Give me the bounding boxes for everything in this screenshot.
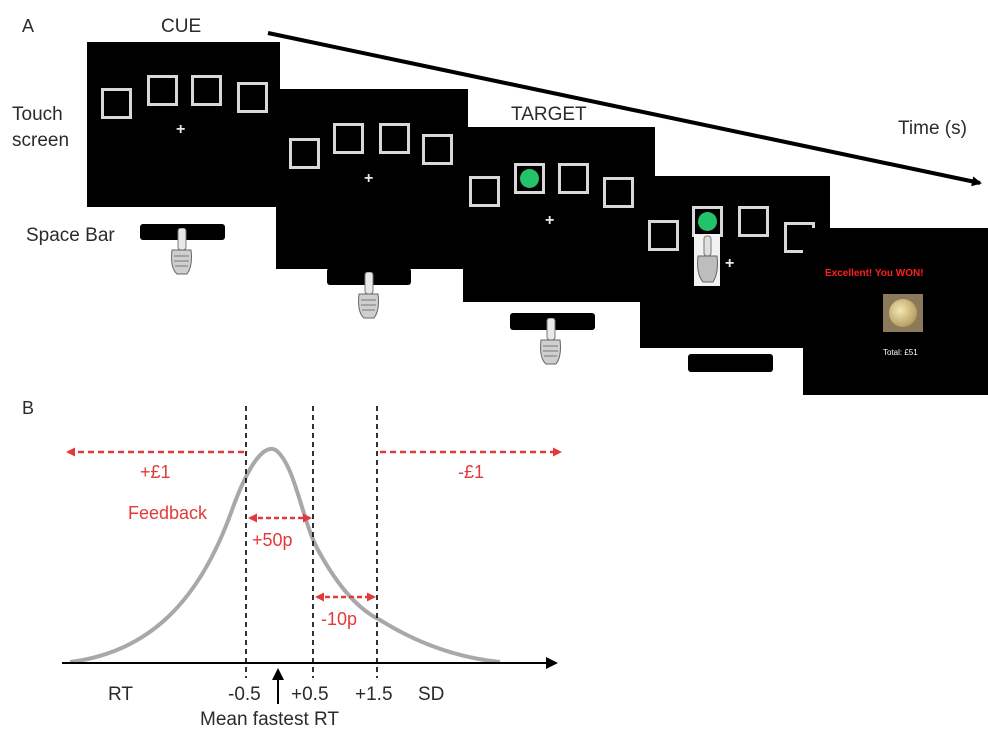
time-label: Time (s) bbox=[898, 118, 967, 139]
placeholder-box bbox=[469, 176, 500, 207]
placeholder-box bbox=[147, 75, 178, 106]
placeholder-box bbox=[289, 138, 320, 169]
fixation-cross: + bbox=[364, 170, 374, 187]
cue-screen: + bbox=[87, 42, 280, 207]
tick-plus-0-5: +0.5 bbox=[291, 684, 329, 705]
placeholder-box bbox=[191, 75, 222, 106]
reward-left-label: +£1 bbox=[140, 462, 171, 482]
placeholder-box bbox=[101, 88, 132, 119]
placeholder-box bbox=[422, 134, 453, 165]
rt-distribution-diagram bbox=[62, 406, 562, 704]
response-screen: + bbox=[640, 176, 830, 348]
target-label: TARGET bbox=[511, 104, 587, 125]
reward-10p-label: -10p bbox=[321, 609, 358, 629]
target-box bbox=[514, 163, 545, 194]
target-box bbox=[692, 206, 723, 237]
fixation-cross: + bbox=[176, 121, 186, 138]
feedback-screen: Excellent! You WON! Total: £51 bbox=[803, 228, 988, 395]
placeholder-box bbox=[379, 123, 410, 154]
interval-screen: + bbox=[276, 89, 468, 269]
x-label-sd: SD bbox=[418, 684, 445, 705]
hand-icon bbox=[540, 318, 561, 365]
panel-b-letter: B bbox=[22, 398, 35, 418]
placeholder-box bbox=[738, 206, 769, 237]
placeholder-box bbox=[648, 220, 679, 251]
rt-distribution-curve bbox=[69, 446, 501, 664]
reward-50p-label: +50p bbox=[252, 530, 293, 550]
fixation-cross: + bbox=[545, 212, 555, 229]
feedback-message: Excellent! You WON! bbox=[825, 268, 924, 279]
tick-plus-1-5: +1.5 bbox=[355, 684, 393, 705]
x-label-rt: RT bbox=[108, 684, 133, 705]
placeholder-box bbox=[603, 177, 634, 208]
target-circle bbox=[698, 212, 717, 231]
tick-minus-0-5: -0.5 bbox=[228, 684, 261, 705]
fixation-cross: + bbox=[725, 255, 735, 272]
space-bar-label: Space Bar bbox=[26, 225, 115, 246]
mean-fastest-rt-label: Mean fastest RT bbox=[200, 709, 340, 730]
time-arrow bbox=[267, 31, 982, 187]
target-screen: + bbox=[463, 127, 655, 302]
panel-a-letter: A bbox=[22, 16, 35, 36]
feedback-label: Feedback bbox=[128, 503, 208, 523]
hand-touch-icon bbox=[694, 234, 720, 286]
reward-right-label: -£1 bbox=[458, 462, 485, 482]
placeholder-box bbox=[558, 163, 589, 194]
hand-icon bbox=[171, 228, 192, 275]
hand-icon bbox=[358, 272, 379, 319]
placeholder-box bbox=[237, 82, 268, 113]
target-circle bbox=[520, 169, 539, 188]
placeholder-box bbox=[333, 123, 364, 154]
total-winnings: Total: £51 bbox=[883, 348, 918, 357]
coin-icon bbox=[883, 294, 923, 332]
touch-screen-label-line1: Touch bbox=[12, 104, 63, 125]
touch-screen-label-line2: screen bbox=[12, 130, 70, 151]
cue-label: CUE bbox=[161, 16, 202, 37]
space-bar bbox=[688, 354, 773, 372]
